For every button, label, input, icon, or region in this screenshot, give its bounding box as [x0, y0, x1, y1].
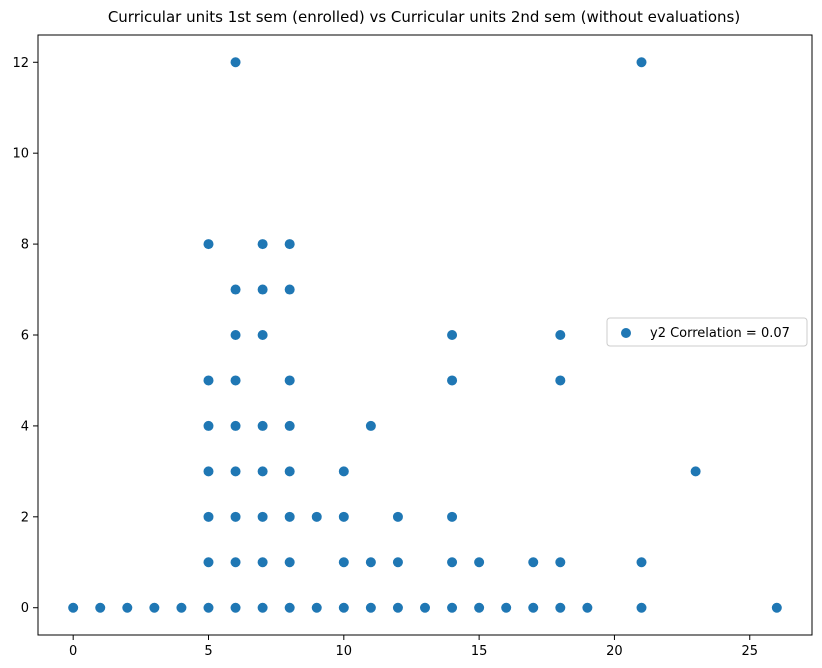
data-point: [392, 557, 403, 568]
legend-label: y2 Correlation = 0.07: [650, 326, 790, 341]
data-point: [582, 602, 593, 613]
data-point: [284, 602, 295, 613]
chart-title: Curricular units 1st sem (enrolled) vs C…: [108, 8, 740, 26]
data-point: [284, 375, 295, 386]
data-point: [203, 239, 214, 250]
data-point: [447, 330, 458, 340]
data-point: [203, 557, 214, 568]
data-point: [176, 602, 187, 613]
data-point: [257, 557, 268, 568]
data-point: [284, 420, 295, 431]
data-point: [203, 511, 214, 522]
legend-marker: [621, 328, 631, 338]
data-point: [230, 330, 241, 340]
y-tick-label: 8: [21, 238, 29, 253]
y-tick-label: 0: [21, 601, 29, 616]
data-point: [392, 511, 403, 522]
data-point: [284, 511, 295, 522]
data-point: [501, 602, 512, 613]
data-point: [447, 511, 458, 522]
data-point: [230, 557, 241, 568]
x-tick-label: 20: [606, 644, 623, 659]
data-point: [149, 602, 160, 613]
data-point: [230, 466, 241, 477]
data-point: [365, 557, 376, 568]
data-point: [420, 602, 430, 613]
legend: y2 Correlation = 0.07: [606, 317, 808, 347]
data-point: [636, 57, 647, 68]
y-tick-label: 4: [21, 419, 29, 434]
data-point: [284, 239, 295, 250]
y-tick-label: 2: [21, 510, 29, 525]
data-point: [338, 602, 349, 613]
data-point: [257, 239, 268, 250]
data-point: [555, 602, 566, 613]
data-point: [95, 602, 106, 613]
data-point: [230, 511, 241, 522]
data-point: [284, 557, 295, 568]
x-tick-label: 15: [471, 644, 488, 659]
data-point: [257, 466, 268, 477]
data-point: [257, 330, 268, 340]
data-point: [555, 330, 566, 340]
y-tick-label: 6: [21, 329, 29, 344]
data-point: [447, 602, 458, 613]
data-point: [203, 375, 214, 386]
data-point: [338, 511, 349, 522]
data-point: [555, 557, 566, 568]
data-point: [636, 557, 647, 568]
data-point: [230, 420, 241, 431]
data-point: [203, 602, 214, 613]
data-point: [771, 602, 782, 613]
y-tick-label: 10: [12, 147, 29, 162]
data-point: [257, 511, 268, 522]
data-point: [203, 420, 214, 431]
data-point: [555, 375, 566, 386]
x-tick-label: 0: [69, 644, 77, 659]
data-point: [257, 602, 268, 613]
data-point: [68, 602, 79, 613]
data-point: [636, 602, 647, 613]
data-point: [338, 466, 349, 477]
data-point: [122, 602, 133, 613]
data-point: [365, 602, 376, 613]
x-tick-label: 10: [336, 644, 353, 659]
data-point: [230, 57, 241, 68]
legend-box: [606, 317, 808, 347]
data-point: [257, 420, 268, 431]
data-point: [392, 602, 403, 613]
data-point: [447, 375, 458, 386]
data-point: [230, 375, 241, 386]
x-axis: 0 5 10 15 20 25: [69, 635, 758, 659]
data-points: [68, 57, 782, 613]
data-point: [230, 602, 241, 613]
x-tick-label: 5: [204, 644, 212, 659]
data-point: [528, 602, 539, 613]
data-point: [230, 284, 241, 295]
x-tick-label: 25: [741, 644, 758, 659]
data-point: [311, 511, 322, 522]
data-point: [447, 557, 458, 568]
data-point: [311, 602, 322, 613]
data-point: [474, 557, 485, 568]
data-point: [474, 602, 485, 613]
data-point: [284, 284, 295, 295]
data-point: [690, 466, 701, 477]
data-point: [257, 284, 268, 295]
data-point: [528, 557, 539, 568]
data-point: [338, 557, 349, 568]
data-point: [365, 420, 376, 431]
data-point: [284, 466, 295, 477]
y-axis: 0 2 4 6 8 10 12: [12, 56, 38, 616]
data-point: [203, 466, 214, 477]
y-tick-label: 12: [12, 56, 29, 71]
